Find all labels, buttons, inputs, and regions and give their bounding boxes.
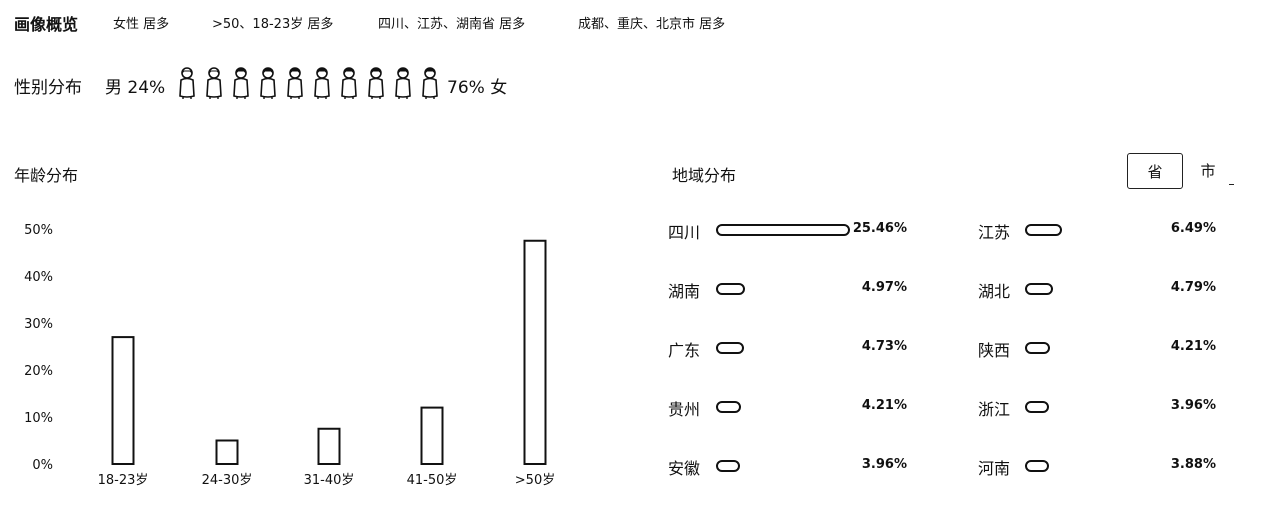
female-person-icon xyxy=(287,67,303,99)
region-name: 浙江 xyxy=(978,400,1011,419)
region-share-value: 3.96% xyxy=(861,457,907,472)
region-name: 安徽 xyxy=(668,459,701,478)
region-tab-group: 省 市 xyxy=(1127,153,1234,189)
x-tick-label: 31-40岁 xyxy=(304,473,355,488)
region-share-value: 25.46% xyxy=(852,221,907,236)
region-share-bar xyxy=(1025,342,1050,354)
region-title: 地域分布 xyxy=(672,166,737,185)
region-share-value: 4.97% xyxy=(861,280,907,295)
age-bar xyxy=(523,239,547,465)
region-share-value: 3.96% xyxy=(1170,398,1216,413)
y-tick-label: 0% xyxy=(32,458,53,473)
region-name: 湖北 xyxy=(978,282,1011,301)
region-name: 江苏 xyxy=(978,223,1011,242)
x-tick-label: 18-23岁 xyxy=(98,473,149,488)
female-person-icon xyxy=(422,67,438,99)
age-bar-chart: 0% 10% 20% 30% 40% 50% 18-23岁 24-30岁 31-40岁 41-50… xyxy=(24,223,555,488)
female-person-icon xyxy=(341,67,357,99)
region-share-bar xyxy=(1025,283,1053,295)
male-person-icon xyxy=(206,67,222,99)
female-person-icon xyxy=(395,67,411,99)
region-name: 湖南 xyxy=(668,282,701,301)
y-tick-label: 50% xyxy=(24,223,53,238)
region-share-bar xyxy=(716,224,850,236)
tab-province[interactable]: 省 xyxy=(1127,153,1183,189)
region-share-bar xyxy=(716,342,744,354)
region-share-bar xyxy=(716,401,741,413)
region-share-bar xyxy=(1025,460,1049,472)
gender-title: 性别分布 xyxy=(14,78,82,98)
y-tick-label: 40% xyxy=(24,270,53,285)
region-share-value: 4.79% xyxy=(1170,280,1216,295)
overview-gender-summary: 女性 居多 xyxy=(113,17,170,32)
y-tick-label: 10% xyxy=(24,411,53,426)
female-person-icon xyxy=(260,67,276,99)
female-person-icon xyxy=(314,67,330,99)
female-person-icon xyxy=(368,67,384,99)
gender-male-label: 男 24% xyxy=(105,78,166,98)
y-tick-label: 30% xyxy=(24,317,53,332)
age-bar xyxy=(111,336,135,466)
overview-age-summary: >50、18-23岁 居多 xyxy=(212,17,334,32)
age-bar xyxy=(215,439,239,465)
gender-female-label: 76% 女 xyxy=(447,78,508,98)
region-share-value: 3.88% xyxy=(1170,457,1216,472)
region-name: 陕西 xyxy=(978,341,1011,360)
age-bar xyxy=(420,406,444,466)
x-tick-label: 41-50岁 xyxy=(407,473,458,488)
female-person-icon xyxy=(233,67,249,99)
region-name: 河南 xyxy=(978,459,1011,478)
region-share-bar xyxy=(716,460,740,472)
tab-city[interactable]: 市 xyxy=(1200,161,1216,180)
tab-divider xyxy=(1229,184,1234,185)
region-share-bar xyxy=(716,283,745,295)
region-name: 四川 xyxy=(668,223,701,242)
region-share-bar xyxy=(1025,224,1062,236)
region-name: 贵州 xyxy=(668,400,701,419)
age-title: 年龄分布 xyxy=(14,166,79,185)
y-tick-label: 20% xyxy=(24,364,53,379)
x-tick-label: >50岁 xyxy=(515,473,555,488)
region-share-value: 4.21% xyxy=(861,398,907,413)
overview-city-summary: 成都、重庆、北京市 居多 xyxy=(578,17,726,32)
region-share-value: 4.73% xyxy=(861,339,907,354)
x-tick-label: 24-30岁 xyxy=(202,473,253,488)
region-share-value: 4.21% xyxy=(1170,339,1216,354)
age-bar xyxy=(317,427,341,465)
overview-province-summary: 四川、江苏、湖南省 居多 xyxy=(378,17,526,32)
overview-title: 画像概览 xyxy=(14,15,79,34)
male-person-icon xyxy=(179,67,195,99)
region-name: 广东 xyxy=(668,341,701,360)
region-share-value: 6.49% xyxy=(1170,221,1216,236)
gender-icon-row xyxy=(176,66,441,100)
region-share-bar xyxy=(1025,401,1049,413)
